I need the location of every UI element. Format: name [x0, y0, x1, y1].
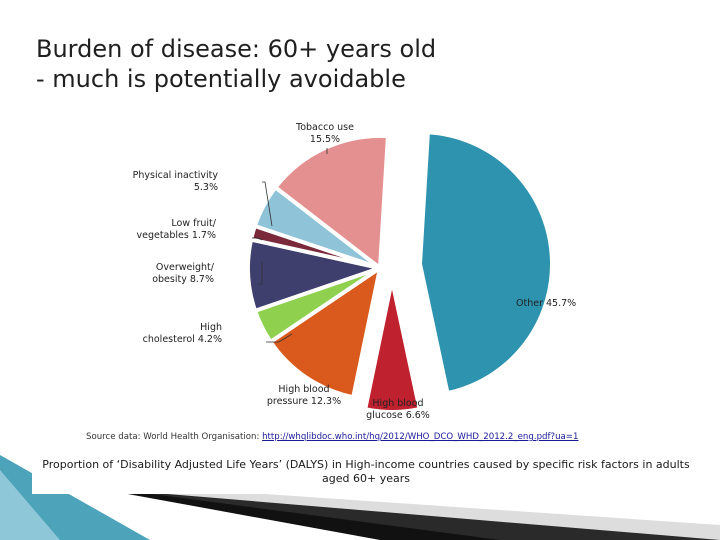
leader-line-inactivity: [262, 181, 273, 227]
source-prefix: Source data: World Health Organisation:: [86, 432, 263, 442]
slice-label-inactivity: Physical inactivity 5.3%: [133, 170, 219, 193]
pie-slice-other: [417, 130, 555, 396]
pie-slice-glucose: [362, 279, 422, 415]
decoration-light-band: [0, 470, 60, 540]
slice-label-other: Other 45.7%: [516, 298, 576, 309]
slice-label-tobacco: Tobacco use 15.5%: [295, 122, 354, 145]
decoration-dark-stripe: [95, 488, 720, 540]
slice-label-cholesterol: High cholesterol 4.2%: [143, 322, 222, 345]
leader-line-cholesterol: [266, 333, 293, 343]
slide-title: Burden of disease: 60+ years old - much …: [36, 34, 676, 94]
slice-label-glucose: High blood glucose 6.6%: [366, 398, 430, 421]
pie-slice-tobacco: [272, 134, 391, 272]
slice-label-overweight: Overweight/obesity 8.7%: [152, 262, 215, 285]
leader-line-fruitveg: [252, 237, 263, 241]
slice-label-fruitveg: Low fruit/vegetables 1.7%: [136, 218, 216, 241]
chart-caption: Proportion of ‘Disability Adjusted Life …: [32, 455, 700, 494]
source-link[interactable]: http://whqlibdoc.who.int/hq/2012/WHO_DCO…: [262, 432, 579, 442]
title-line-1: Burden of disease: 60+ years old: [36, 35, 437, 63]
pie-slice-pressure: [267, 263, 383, 400]
leader-line-overweight: [258, 262, 263, 285]
title-line-2: - much is potentially avoidable: [36, 65, 406, 93]
slice-label-pressure: High blood pressure 12.3%: [267, 384, 341, 407]
source-note: Source data: World Health Organisation: …: [86, 432, 578, 442]
